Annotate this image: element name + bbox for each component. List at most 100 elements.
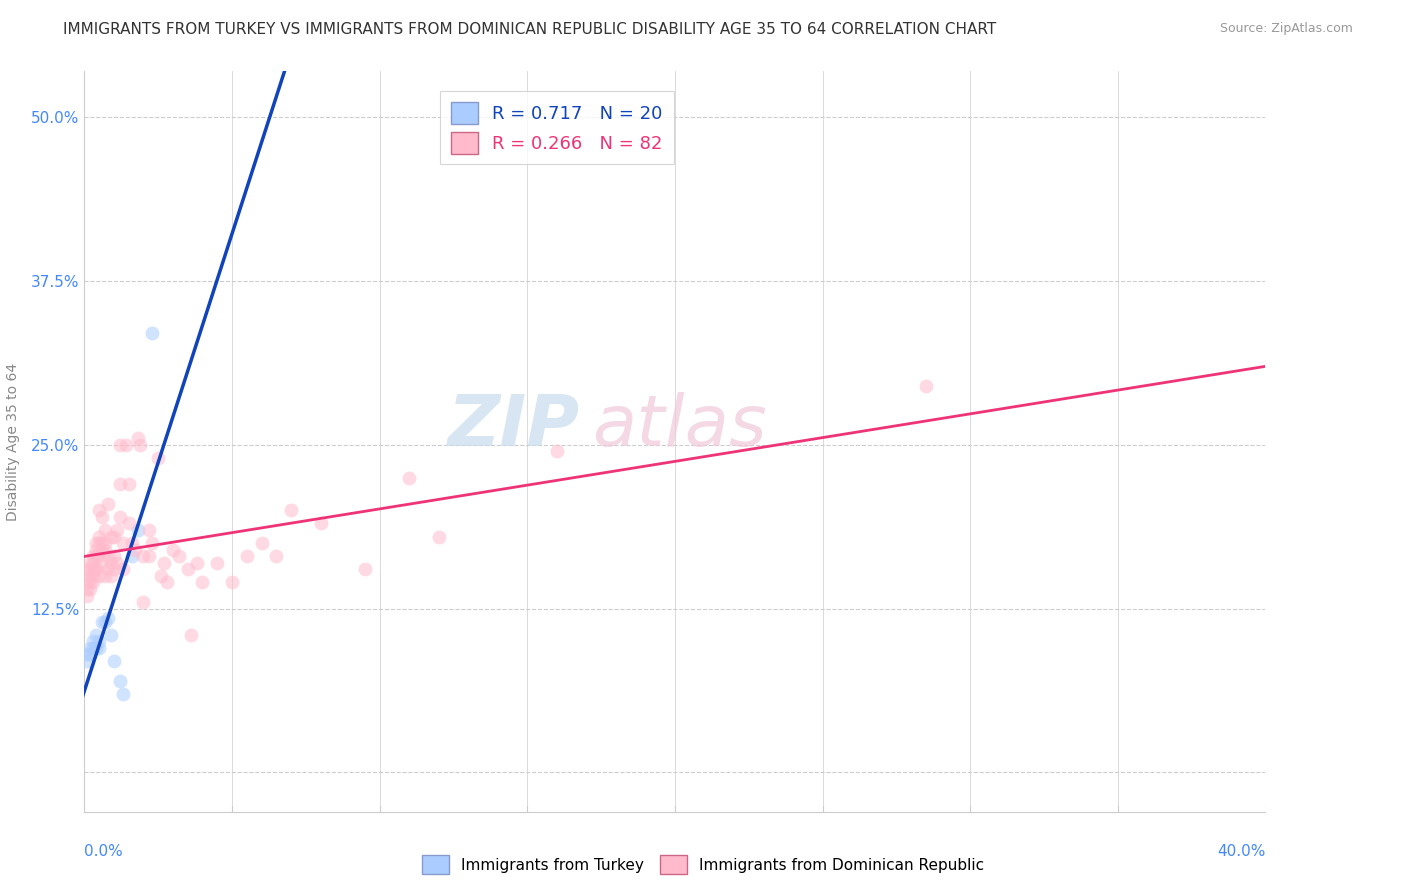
- Point: [103, 530, 125, 544]
- Point: [79, 569, 101, 583]
- Point: [266, 549, 288, 564]
- Point: [132, 595, 155, 609]
- Point: [105, 556, 128, 570]
- Point: [118, 516, 141, 531]
- Point: [156, 575, 179, 590]
- Point: [82, 569, 104, 583]
- Legend: R = 0.717   N = 20, R = 0.266   N = 82: R = 0.717 N = 20, R = 0.266 N = 82: [440, 92, 673, 164]
- Point: [103, 549, 125, 564]
- Point: [186, 556, 208, 570]
- Point: [191, 575, 214, 590]
- Point: [354, 562, 377, 576]
- Point: [87, 640, 111, 655]
- Point: [180, 628, 202, 642]
- Point: [79, 575, 101, 590]
- Point: [121, 549, 143, 564]
- Point: [94, 536, 117, 550]
- Point: [82, 556, 104, 570]
- Point: [94, 542, 117, 557]
- Point: [76, 654, 98, 668]
- Text: Source: ZipAtlas.com: Source: ZipAtlas.com: [1219, 22, 1353, 36]
- Point: [100, 530, 122, 544]
- Point: [546, 444, 568, 458]
- Point: [162, 542, 184, 557]
- Point: [84, 640, 107, 655]
- Point: [87, 569, 111, 583]
- Point: [84, 562, 107, 576]
- Text: 0.0%: 0.0%: [84, 845, 124, 860]
- Point: [207, 556, 229, 570]
- Point: [87, 536, 111, 550]
- Point: [87, 549, 111, 564]
- Point: [150, 569, 173, 583]
- Point: [141, 326, 163, 341]
- Point: [87, 530, 111, 544]
- Point: [76, 562, 98, 576]
- Point: [87, 503, 111, 517]
- Point: [103, 562, 125, 576]
- Point: [84, 542, 107, 557]
- Point: [427, 530, 450, 544]
- Point: [309, 516, 332, 531]
- Point: [79, 648, 101, 662]
- Point: [124, 542, 146, 557]
- Point: [138, 523, 160, 537]
- Point: [114, 438, 136, 452]
- Point: [398, 470, 420, 484]
- Point: [108, 477, 131, 491]
- Text: atlas: atlas: [592, 392, 766, 461]
- Point: [79, 640, 101, 655]
- Point: [94, 523, 117, 537]
- Point: [280, 503, 302, 517]
- Point: [127, 523, 149, 537]
- Point: [108, 438, 131, 452]
- Y-axis label: Disability Age 35 to 64: Disability Age 35 to 64: [6, 362, 20, 521]
- Point: [167, 549, 190, 564]
- Point: [127, 431, 149, 445]
- Point: [91, 536, 114, 550]
- Point: [100, 628, 122, 642]
- Point: [91, 615, 114, 629]
- Point: [79, 582, 101, 596]
- Point: [94, 615, 117, 629]
- Point: [129, 438, 152, 452]
- Point: [84, 628, 107, 642]
- Text: 40.0%: 40.0%: [1218, 845, 1265, 860]
- Point: [177, 562, 200, 576]
- Point: [97, 497, 120, 511]
- Point: [91, 542, 114, 557]
- Point: [250, 536, 273, 550]
- Point: [79, 556, 101, 570]
- Point: [76, 589, 98, 603]
- Point: [76, 648, 98, 662]
- Point: [82, 640, 104, 655]
- Point: [111, 687, 134, 701]
- Point: [121, 536, 143, 550]
- Point: [82, 549, 104, 564]
- Point: [105, 523, 128, 537]
- Legend: Immigrants from Turkey, Immigrants from Dominican Republic: Immigrants from Turkey, Immigrants from …: [416, 849, 990, 880]
- Point: [94, 569, 117, 583]
- Point: [108, 509, 131, 524]
- Point: [221, 575, 243, 590]
- Point: [100, 569, 122, 583]
- Point: [76, 582, 98, 596]
- Point: [82, 562, 104, 576]
- Point: [97, 562, 120, 576]
- Point: [97, 549, 120, 564]
- Point: [87, 634, 111, 648]
- Point: [148, 450, 170, 465]
- Point: [84, 562, 107, 576]
- Point: [103, 654, 125, 668]
- Point: [111, 536, 134, 550]
- Point: [111, 562, 134, 576]
- Text: IMMIGRANTS FROM TURKEY VS IMMIGRANTS FROM DOMINICAN REPUBLIC DISABILITY AGE 35 T: IMMIGRANTS FROM TURKEY VS IMMIGRANTS FRO…: [63, 22, 997, 37]
- Point: [97, 611, 120, 625]
- Point: [82, 634, 104, 648]
- Point: [84, 549, 107, 564]
- Point: [915, 379, 938, 393]
- Point: [100, 556, 122, 570]
- Text: ZIP: ZIP: [449, 392, 581, 461]
- Point: [132, 549, 155, 564]
- Point: [82, 575, 104, 590]
